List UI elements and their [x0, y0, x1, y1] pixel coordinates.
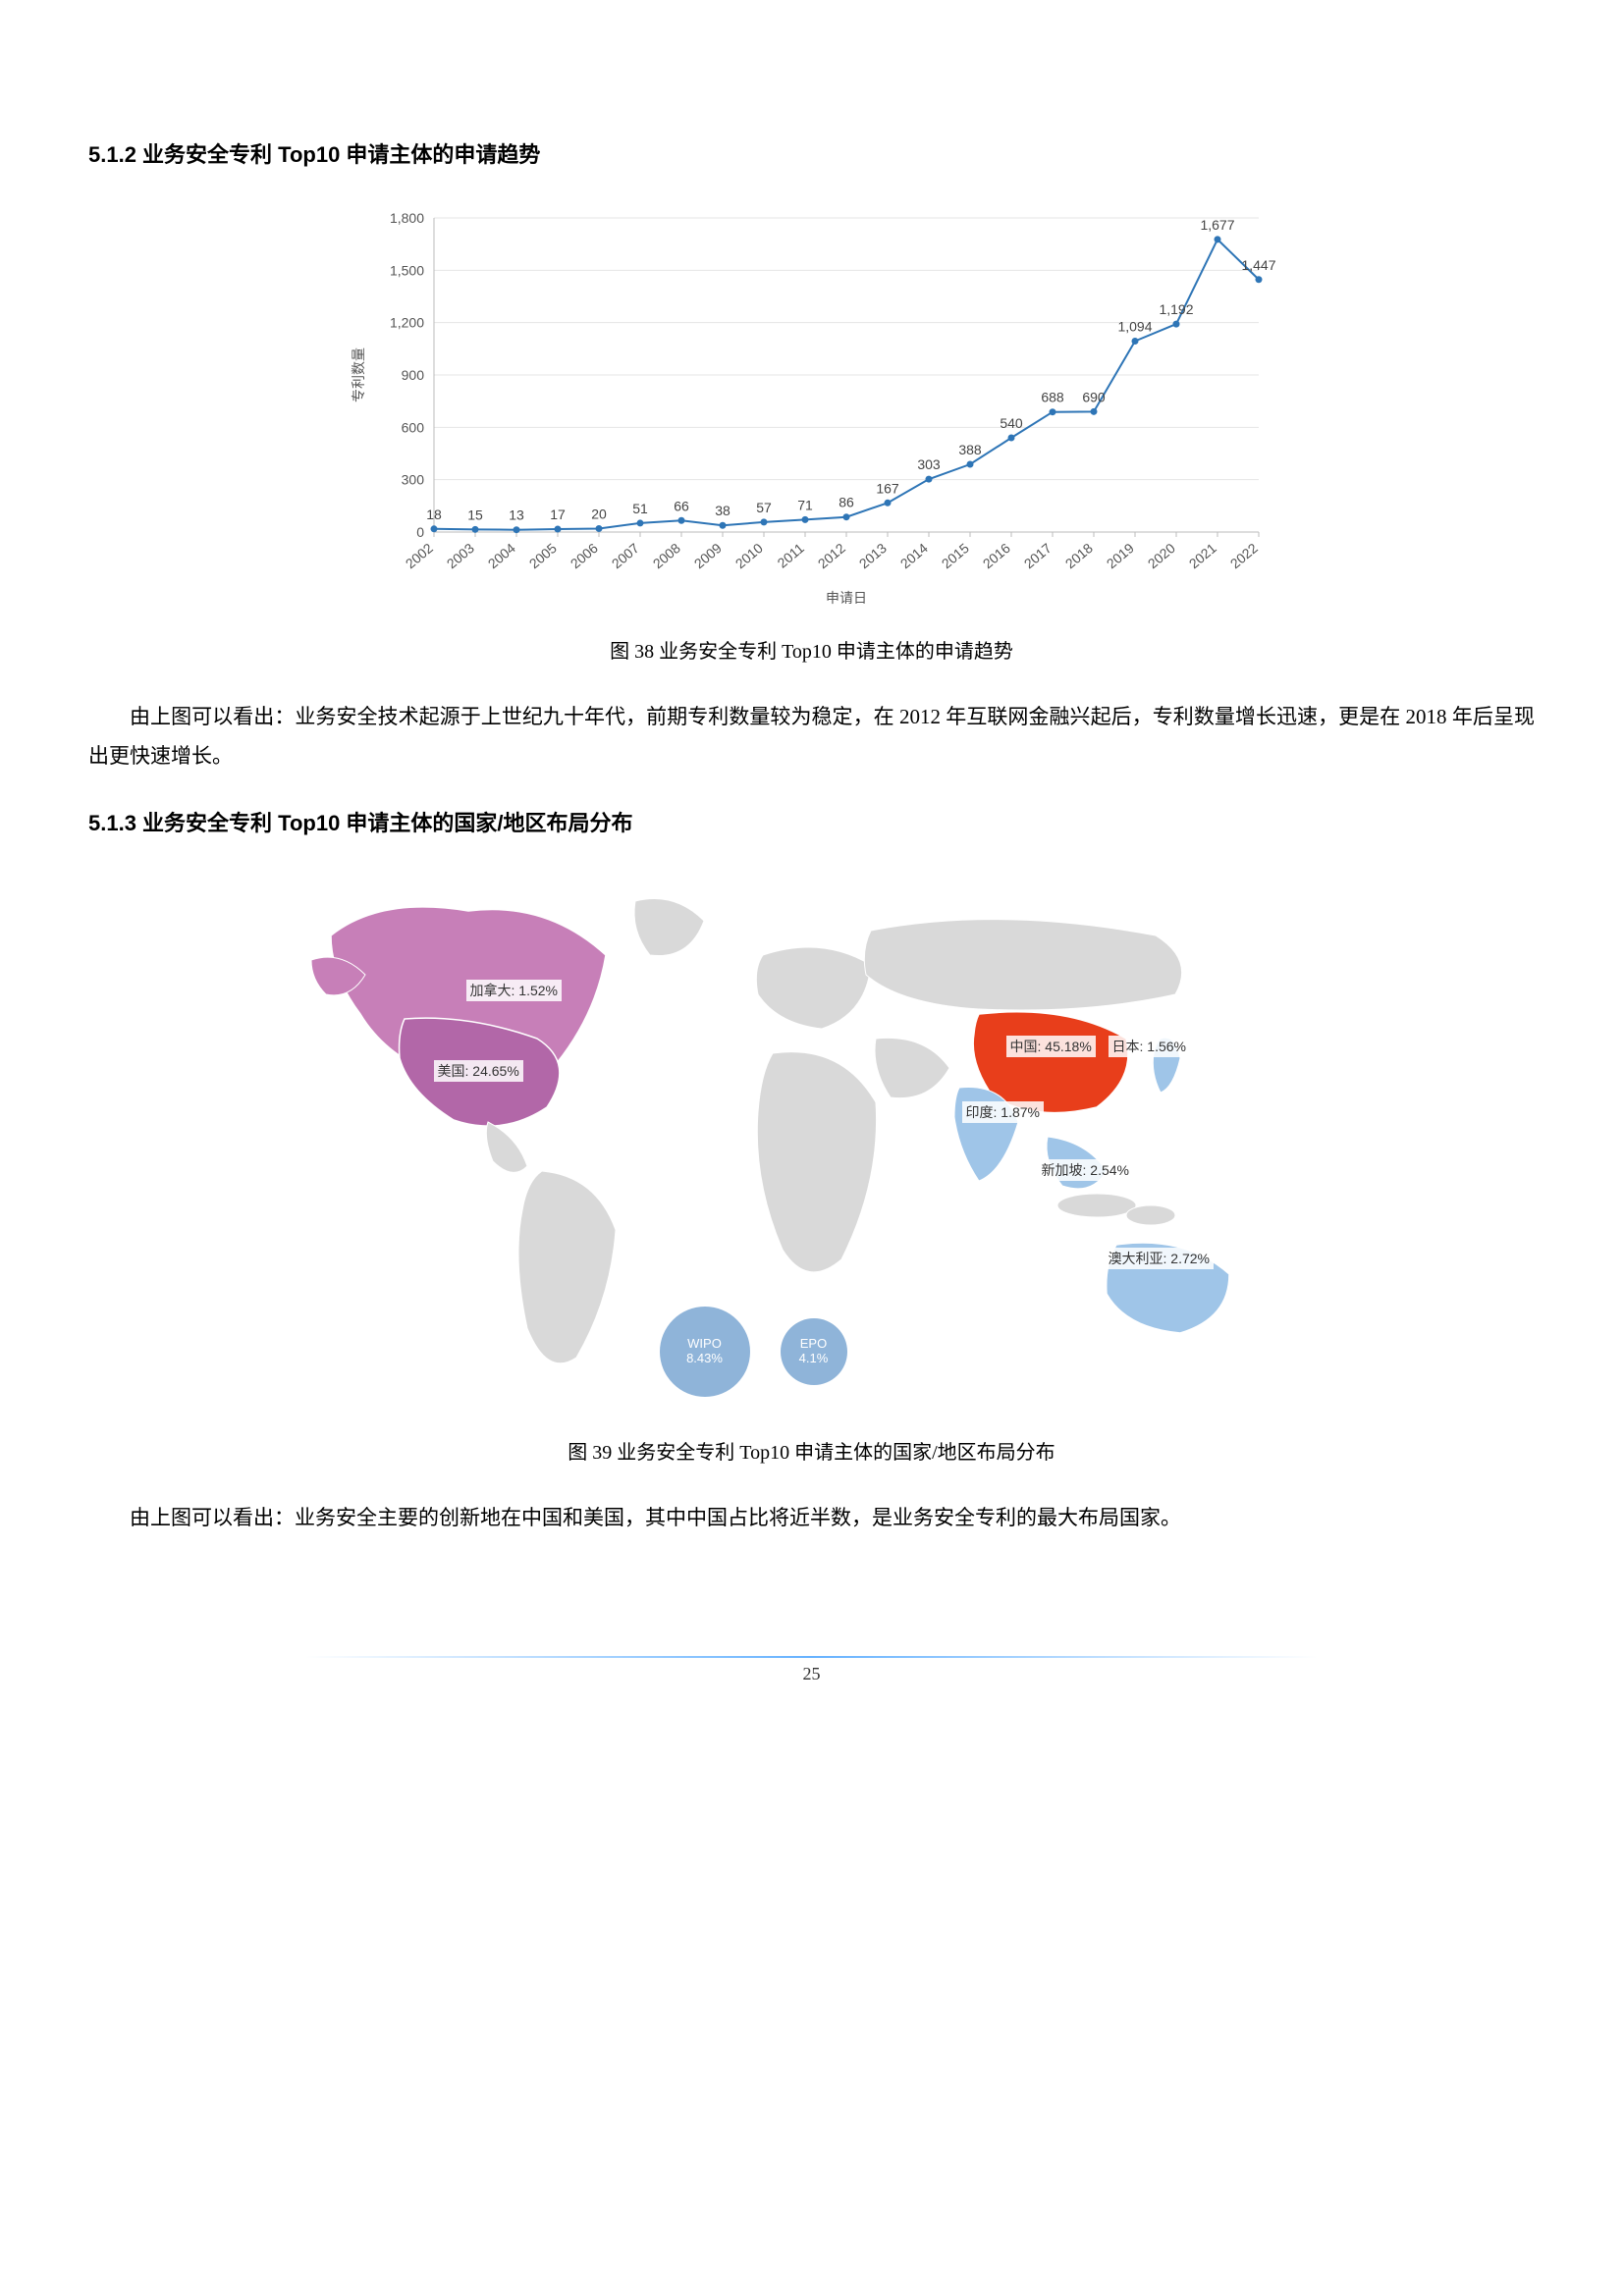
svg-text:2007: 2007 [608, 540, 641, 571]
figure-caption-39: 图 39 业务安全专利 Top10 申请主体的国家/地区布局分布 [88, 1436, 1535, 1465]
map-label-japan: 日本: 1.56% [1109, 1036, 1190, 1057]
svg-text:51: 51 [632, 501, 648, 516]
svg-text:1,094: 1,094 [1117, 319, 1152, 335]
paragraph-513: 由上图可以看出：业务安全主要的创新地在中国和美国，其中中国占比将近半数，是业务安… [88, 1499, 1535, 1538]
svg-text:38: 38 [715, 503, 730, 518]
line-chart-container: 0 300 600 900 1,200 1,500 1,800 2002 2003 2004 200… [346, 198, 1278, 615]
svg-text:2003: 2003 [443, 540, 476, 571]
map-bubble-epo: EPO 4.1% [781, 1318, 847, 1385]
svg-text:2011: 2011 [774, 540, 807, 571]
svg-text:2018: 2018 [1061, 540, 1095, 571]
svg-text:2020: 2020 [1144, 540, 1177, 571]
svg-text:2004: 2004 [484, 540, 517, 571]
svg-text:2010: 2010 [731, 540, 765, 571]
world-map-container: 加拿大: 1.52% 美国: 24.65% 中国: 45.18% 日本: 1.5… [272, 867, 1352, 1421]
map-label-australia: 澳大利亚: 2.72% [1105, 1248, 1214, 1269]
bubble-epo-top: EPO [800, 1337, 827, 1351]
svg-text:303: 303 [917, 456, 941, 472]
map-bubble-wipo: WIPO 8.43% [660, 1307, 750, 1397]
svg-text:388: 388 [958, 442, 982, 457]
svg-text:1,677: 1,677 [1200, 217, 1234, 233]
map-label-india: 印度: 1.87% [962, 1101, 1044, 1123]
svg-text:2013: 2013 [855, 540, 889, 571]
section-heading-513: 5.1.3 业务安全专利 Top10 申请主体的国家/地区布局分布 [88, 806, 1535, 837]
svg-text:57: 57 [756, 500, 772, 515]
svg-text:1,500: 1,500 [389, 262, 423, 278]
map-label-usa: 美国: 24.65% [434, 1060, 523, 1082]
map-label-singapore: 新加坡: 2.54% [1038, 1159, 1133, 1181]
paragraph-512: 由上图可以看出：业务安全技术起源于上世纪九十年代，前期专利数量较为稳定，在 20… [88, 698, 1535, 776]
footer-divider [305, 1656, 1318, 1658]
svg-text:300: 300 [401, 472, 424, 488]
svg-text:688: 688 [1041, 390, 1064, 405]
svg-text:2012: 2012 [814, 540, 847, 571]
svg-text:2017: 2017 [1020, 540, 1054, 571]
svg-text:2009: 2009 [690, 540, 724, 571]
svg-text:66: 66 [674, 498, 689, 513]
svg-text:71: 71 [797, 497, 813, 512]
section-heading-512: 5.1.2 业务安全专利 Top10 申请主体的申请趋势 [88, 137, 1535, 169]
svg-text:2016: 2016 [979, 540, 1012, 571]
svg-text:2006: 2006 [567, 540, 600, 571]
svg-text:20: 20 [591, 506, 607, 521]
svg-text:2008: 2008 [649, 540, 682, 571]
svg-text:540: 540 [1000, 415, 1023, 431]
svg-text:0: 0 [416, 524, 424, 540]
bubble-wipo-top: WIPO [687, 1337, 722, 1351]
svg-text:86: 86 [839, 495, 854, 510]
svg-text:申请日: 申请日 [826, 590, 867, 606]
svg-text:900: 900 [401, 367, 424, 383]
svg-text:1,200: 1,200 [389, 315, 423, 331]
svg-text:2002: 2002 [402, 540, 435, 571]
svg-text:1,192: 1,192 [1159, 301, 1193, 317]
svg-text:1,800: 1,800 [389, 210, 423, 226]
map-label-canada: 加拿大: 1.52% [466, 980, 562, 1001]
svg-text:2021: 2021 [1185, 540, 1218, 571]
figure-caption-38: 图 38 业务安全专利 Top10 申请主体的申请趋势 [88, 635, 1535, 664]
page-number: 25 [88, 1664, 1535, 1684]
svg-text:167: 167 [876, 480, 899, 496]
svg-text:17: 17 [550, 507, 566, 522]
svg-text:600: 600 [401, 419, 424, 435]
svg-text:15: 15 [467, 507, 483, 522]
bubble-wipo-bottom: 8.43% [686, 1352, 723, 1365]
svg-text:2005: 2005 [525, 540, 559, 571]
svg-text:18: 18 [426, 507, 442, 522]
svg-text:690: 690 [1082, 389, 1106, 404]
svg-text:2014: 2014 [896, 540, 930, 571]
svg-text:专利数量: 专利数量 [351, 347, 366, 402]
svg-text:1,447: 1,447 [1241, 257, 1275, 273]
svg-text:13: 13 [509, 507, 524, 523]
svg-text:2022: 2022 [1226, 540, 1260, 571]
line-chart-svg: 0 300 600 900 1,200 1,500 1,800 2002 2003 2004 200… [346, 198, 1278, 611]
bubble-epo-bottom: 4.1% [799, 1352, 829, 1365]
svg-text:2015: 2015 [938, 540, 971, 571]
map-label-china: 中国: 45.18% [1006, 1036, 1096, 1057]
svg-text:2019: 2019 [1103, 540, 1136, 571]
